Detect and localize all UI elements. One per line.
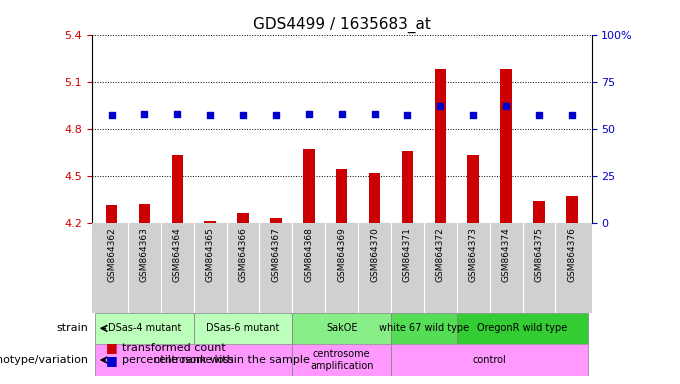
- Bar: [402, 151, 413, 223]
- Text: centrosome
amplification: centrosome amplification: [310, 349, 373, 371]
- Point: [402, 113, 413, 119]
- Bar: [435, 69, 446, 223]
- Text: GSM864371: GSM864371: [403, 227, 412, 282]
- Text: GSM864364: GSM864364: [173, 227, 182, 282]
- Text: DSas-6 mutant: DSas-6 mutant: [206, 323, 279, 333]
- Bar: [205, 221, 216, 223]
- Bar: [270, 218, 282, 223]
- Bar: [369, 172, 380, 223]
- Point: [139, 111, 150, 117]
- Bar: [500, 69, 512, 223]
- Text: SakOE: SakOE: [326, 323, 358, 333]
- Bar: [336, 169, 347, 223]
- Bar: [171, 155, 183, 223]
- Text: GSM864366: GSM864366: [239, 227, 248, 282]
- Point: [336, 111, 347, 117]
- Text: GSM864375: GSM864375: [534, 227, 543, 282]
- Bar: [457, 313, 588, 344]
- Text: strain: strain: [56, 323, 88, 333]
- Text: ■: ■: [105, 341, 117, 354]
- Bar: [391, 344, 588, 376]
- Text: GSM864374: GSM864374: [502, 227, 511, 282]
- Text: GSM864372: GSM864372: [436, 227, 445, 282]
- Text: GSM864373: GSM864373: [469, 227, 478, 282]
- Point: [172, 111, 183, 117]
- Text: GSM864362: GSM864362: [107, 227, 116, 282]
- Bar: [391, 313, 457, 344]
- Bar: [566, 196, 577, 223]
- Point: [566, 113, 577, 119]
- Text: GSM864368: GSM864368: [305, 227, 313, 282]
- Text: genotype/variation: genotype/variation: [0, 355, 88, 365]
- Text: OregonR wild type: OregonR wild type: [477, 323, 568, 333]
- Text: control: control: [473, 355, 507, 365]
- Point: [500, 103, 511, 109]
- Title: GDS4499 / 1635683_at: GDS4499 / 1635683_at: [253, 17, 430, 33]
- Text: percentile rank within the sample: percentile rank within the sample: [122, 355, 310, 365]
- Text: centrosome loss: centrosome loss: [154, 355, 233, 365]
- Point: [303, 111, 314, 117]
- Text: GSM864369: GSM864369: [337, 227, 346, 282]
- Point: [237, 113, 248, 119]
- Text: ■: ■: [105, 354, 117, 367]
- Bar: [237, 214, 249, 223]
- Bar: [95, 313, 194, 344]
- Text: GSM864365: GSM864365: [205, 227, 215, 282]
- Bar: [194, 313, 292, 344]
- Bar: [292, 313, 391, 344]
- Bar: [533, 201, 545, 223]
- Bar: [139, 204, 150, 223]
- Text: transformed count: transformed count: [122, 343, 226, 353]
- Text: GSM864367: GSM864367: [271, 227, 280, 282]
- Point: [468, 113, 479, 119]
- Point: [205, 113, 216, 119]
- Point: [106, 113, 117, 119]
- Text: GSM864376: GSM864376: [567, 227, 577, 282]
- Text: DSas-4 mutant: DSas-4 mutant: [107, 323, 181, 333]
- Text: white 67 wild type: white 67 wild type: [379, 323, 469, 333]
- Text: GSM864363: GSM864363: [140, 227, 149, 282]
- Bar: [303, 149, 315, 223]
- Point: [435, 103, 446, 109]
- Bar: [292, 344, 391, 376]
- Text: GSM864370: GSM864370: [370, 227, 379, 282]
- Bar: [467, 155, 479, 223]
- Point: [271, 113, 282, 119]
- Bar: [106, 205, 117, 223]
- Bar: [95, 344, 292, 376]
- Point: [534, 113, 545, 119]
- Point: [369, 111, 380, 117]
